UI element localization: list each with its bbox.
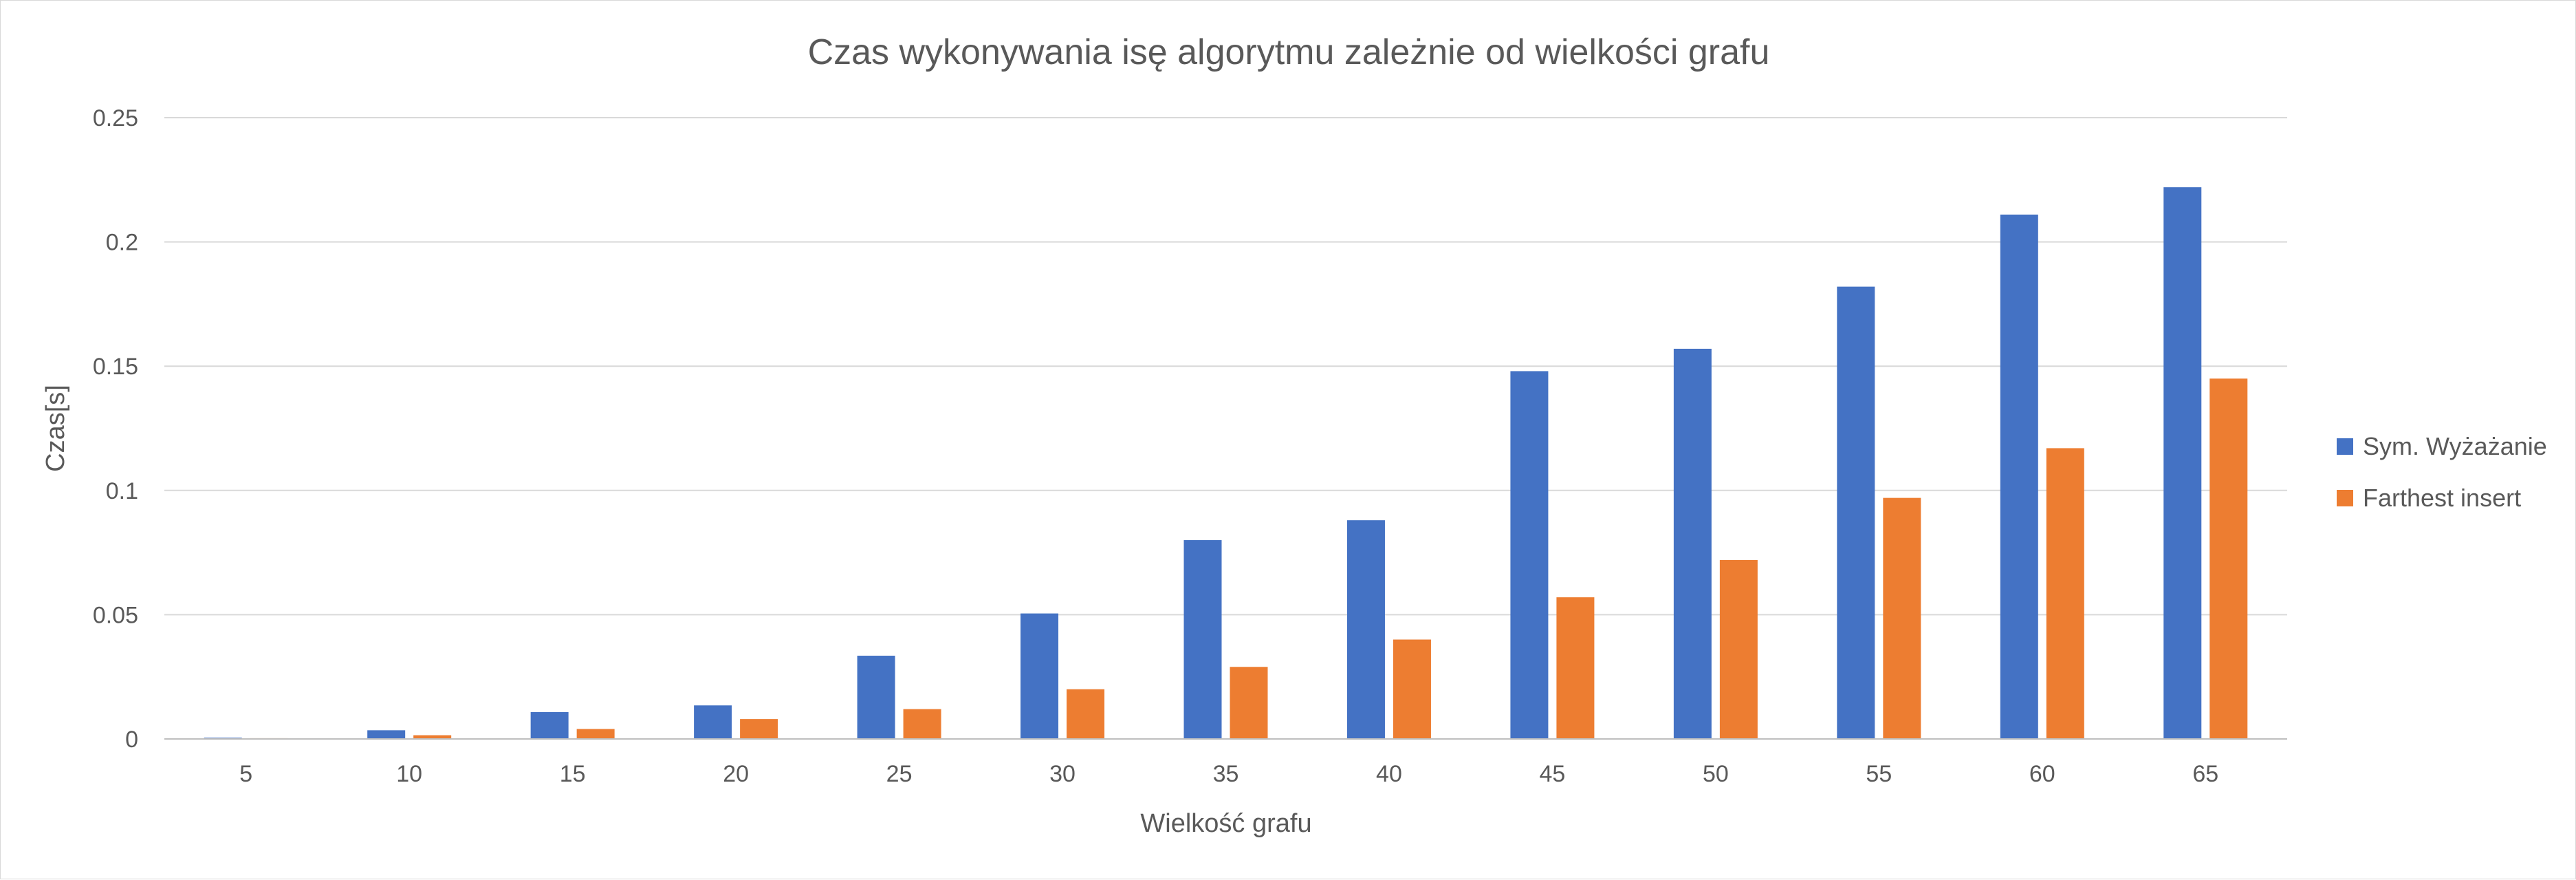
legend-swatch-1	[2337, 490, 2353, 506]
x-tick-label: 30	[1049, 761, 1076, 787]
bar-sym-wyzazanie-45	[1510, 371, 1549, 739]
y-tick-label: 0	[125, 727, 138, 753]
gridlines	[164, 117, 2287, 616]
bar-farthest-insert-10	[413, 735, 452, 739]
x-tick-labels: 5 10 15 20 25 30 35 40 45 50 55 60 65	[239, 761, 2218, 787]
y-tick-labels: 0 0.05 0.1 0.15 0.2 0.25	[93, 105, 138, 753]
legend-label-0: Sym. Wyżażanie	[2363, 432, 2547, 460]
x-tick-label: 20	[723, 761, 749, 787]
bar-farthest-insert-40	[1393, 639, 1431, 739]
y-axis-title: Czas[s]	[41, 385, 70, 472]
bar-farthest-insert-30	[1067, 689, 1105, 739]
bar-sym-wyzazanie-55	[1837, 286, 1875, 740]
bar-sym-wyzazanie-15	[530, 711, 569, 739]
y-tick-label: 0.05	[93, 602, 138, 628]
legend: Sym. Wyżażanie Farthest insert	[2337, 432, 2547, 512]
bar-sym-wyzazanie-65	[2163, 187, 2202, 739]
bar-farthest-insert-20	[740, 719, 778, 739]
y-tick-label: 0.1	[106, 478, 138, 504]
bar-sym-wyzazanie-25	[857, 655, 895, 739]
x-tick-label: 15	[560, 761, 586, 787]
legend-swatch-0	[2337, 438, 2353, 455]
bar-sym-wyzazanie-40	[1346, 520, 1385, 739]
x-tick-label: 10	[396, 761, 422, 787]
x-tick-label: 50	[1703, 761, 1729, 787]
bar-farthest-insert-55	[1883, 497, 1921, 739]
x-tick-label: 40	[1376, 761, 1402, 787]
x-tick-label: 55	[1866, 761, 1892, 787]
y-tick-label: 0.2	[106, 230, 138, 256]
bar-sym-wyzazanie-35	[1183, 540, 1222, 739]
y-tick-label: 0.25	[93, 105, 138, 131]
x-tick-label: 65	[2192, 761, 2218, 787]
x-tick-label: 25	[886, 761, 913, 787]
x-tick-label: 60	[2029, 761, 2055, 787]
x-tick-label: 5	[239, 761, 252, 787]
bar-farthest-insert-45	[1556, 597, 1595, 739]
x-tick-label: 35	[1213, 761, 1239, 787]
bar-farthest-insert-60	[2046, 448, 2084, 739]
bar-farthest-insert-50	[1719, 559, 1758, 739]
bar-sym-wyzazanie-30	[1020, 613, 1059, 739]
bar-farthest-insert-25	[903, 709, 941, 739]
bar-sym-wyzazanie-20	[694, 705, 732, 739]
bar-farthest-insert-15	[576, 729, 615, 739]
x-tick-label: 45	[1540, 761, 1566, 787]
y-tick-label: 0.15	[93, 354, 138, 380]
bar-farthest-insert-65	[2209, 378, 2248, 739]
bars	[204, 187, 2248, 740]
bar-sym-wyzazanie-60	[2000, 214, 2038, 739]
bar-sym-wyzazanie-10	[367, 730, 406, 739]
x-axis-title: Wielkość grafu	[1140, 809, 1311, 838]
chart-title: Czas wykonywania isę algorytmu zależnie …	[808, 32, 1770, 72]
bar-sym-wyzazanie-50	[1673, 348, 1712, 739]
legend-label-1: Farthest insert	[2363, 484, 2521, 512]
bar-farthest-insert-35	[1230, 667, 1268, 739]
